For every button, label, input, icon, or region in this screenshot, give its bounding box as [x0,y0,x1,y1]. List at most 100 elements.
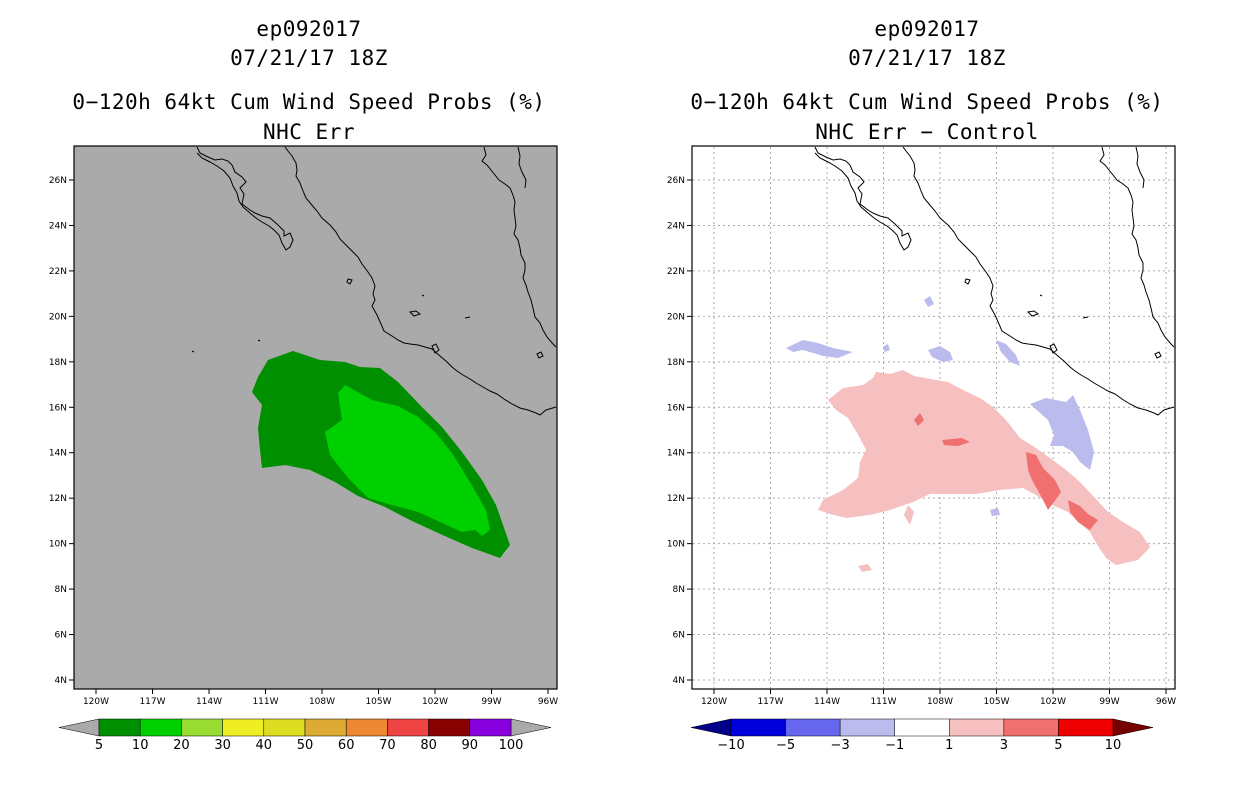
colorbar-label: 5 [95,738,103,753]
colorbar-label: −5 [776,738,795,753]
colorbar-label: 90 [462,738,479,753]
colorbar-swatch [1003,718,1059,737]
colorbar-swatch [949,718,1005,737]
map-border [73,145,558,690]
lat-tick-label: 22N [49,267,67,277]
lat-tick-label: 12N [667,494,685,504]
left-panel: ep092017 07/21/17 18Z 0−120h 64kt Cum Wi… [49,17,558,753]
subtitle: NHC Err − Control [815,120,1039,144]
colorbar-label: 70 [379,738,396,753]
lat-tick-label: 4N [55,676,67,686]
diff-negative-1-3-region [990,508,1000,516]
colorbar-swatch [181,718,223,737]
colorbar-swatch [839,718,895,737]
right-axis-ticks: 120W 117W 114W 111W 108W 105W 102W 99W 96W 26N 24N… [667,176,1176,707]
left-axis-ticks: 120W 117W 114W 111W 108W 105W 102W 99W 96W 26N 24N… [49,176,558,707]
diff-positive-3-5-region [914,413,924,426]
colorbar-label: −1 [885,738,904,753]
storm-id-title: ep092017 [874,17,980,41]
lat-tick-label: 22N [667,267,685,277]
diff-negative-1-3-region [928,346,953,362]
colorbar-swatch [98,718,141,737]
lat-tick-label: 14N [667,449,685,459]
left-map-svg: 120W 117W 114W 111W 108W 105W 102W 99W 96W 26N 24N… [49,145,558,753]
lat-tick-label: 10N [667,540,685,550]
colorbar-swatch [387,718,429,737]
lat-tick-label: 4N [673,676,685,686]
diff-positive-3-5-region [1026,452,1061,510]
lon-tick-label: 111W [870,697,896,707]
product-title: 0−120h 64kt Cum Wind Speed Probs (%) [690,90,1164,114]
prob-10-20-region [325,385,490,536]
colorbar-label: 1 [945,738,953,753]
lon-tick-label: 114W [196,697,222,707]
colorbar-label: 50 [297,738,314,753]
lat-tick-label: 14N [49,449,67,459]
lon-tick-label: 120W [701,697,727,707]
colorbar-over-arrow [1112,718,1154,737]
colorbar-swatch [469,718,512,737]
lon-tick-label: 108W [927,697,953,707]
lat-tick-label: 12N [49,494,67,504]
lat-tick-label: 8N [673,585,685,595]
lat-tick-label: 20N [49,312,67,322]
colorbar-label: 10 [1105,738,1122,753]
init-time-title: 07/21/17 18Z [230,46,388,70]
init-time-title: 07/21/17 18Z [848,46,1006,70]
colorbar-label: 100 [499,738,524,753]
lat-tick-label: 24N [49,221,67,231]
colorbar-label: 60 [338,738,355,753]
right-colorbar: −10 −5 −3 −1 1 3 5 10 [690,718,1154,753]
lon-tick-label: 114W [814,697,840,707]
lat-tick-label: 24N [667,221,685,231]
lat-tick-label: 6N [673,631,685,641]
lat-tick-label: 18N [667,358,685,368]
colorbar-swatch [894,718,950,737]
colorbar-label: −10 [717,738,744,753]
colorbar-swatch [428,718,471,737]
lon-tick-label: 105W [365,697,391,707]
storm-id-title: ep092017 [256,17,362,41]
lon-tick-label: 117W [139,697,165,707]
lon-tick-label: 102W [1040,697,1066,707]
lat-tick-label: 26N [667,176,685,186]
lon-tick-label: 96W [1156,697,1176,707]
diff-negative-1-3-region [924,296,934,307]
colorbar-swatch [139,718,182,737]
coastlines [191,146,557,416]
diff-positive-3-5-region [942,438,970,446]
right-panel: ep092017 07/21/17 18Z 0−120h 64kt Cum Wi… [618,0,1236,800]
colorbar-label: 20 [173,738,190,753]
colorbar-label: 3 [1000,738,1008,753]
lat-tick-label: 6N [55,631,67,641]
product-title: 0−120h 64kt Cum Wind Speed Probs (%) [72,90,546,114]
lat-tick-label: 10N [49,540,67,550]
colorbar-swatch [304,718,347,737]
diff-negative-1-3-region [786,340,853,358]
lon-tick-label: 117W [757,697,783,707]
lon-tick-label: 111W [252,697,278,707]
colorbar-swatch [222,718,265,737]
diff-positive-1-3-speck [904,505,914,525]
lon-tick-label: 102W [422,697,448,707]
lat-tick-label: 26N [49,176,67,186]
colorbar-label: −3 [831,738,850,753]
diff-negative-1-3-region [996,340,1020,366]
diff-negative-1-3-region [1030,395,1094,470]
right-map-frame [691,145,1176,690]
right-map-svg: 120W 117W 114W 111W 108W 105W 102W 99W 96W 26N 24N… [667,145,1176,753]
lon-tick-label: 120W [83,697,109,707]
lon-tick-label: 99W [1099,697,1119,707]
left-colorbar: 5 10 20 30 40 50 60 70 80 90 100 [58,718,552,753]
colorbar-swatch [1058,718,1114,737]
colorbar-swatch [785,718,841,737]
colorbar-swatch [263,718,306,737]
lat-tick-label: 16N [49,403,67,413]
lon-tick-label: 108W [309,697,335,707]
lon-tick-label: 96W [538,697,558,707]
lon-tick-label: 99W [481,697,501,707]
lon-tick-label: 105W [983,697,1009,707]
colorbar-label: 30 [214,738,231,753]
colorbar-label: 10 [132,738,149,753]
colorbar-label: 5 [1054,738,1062,753]
